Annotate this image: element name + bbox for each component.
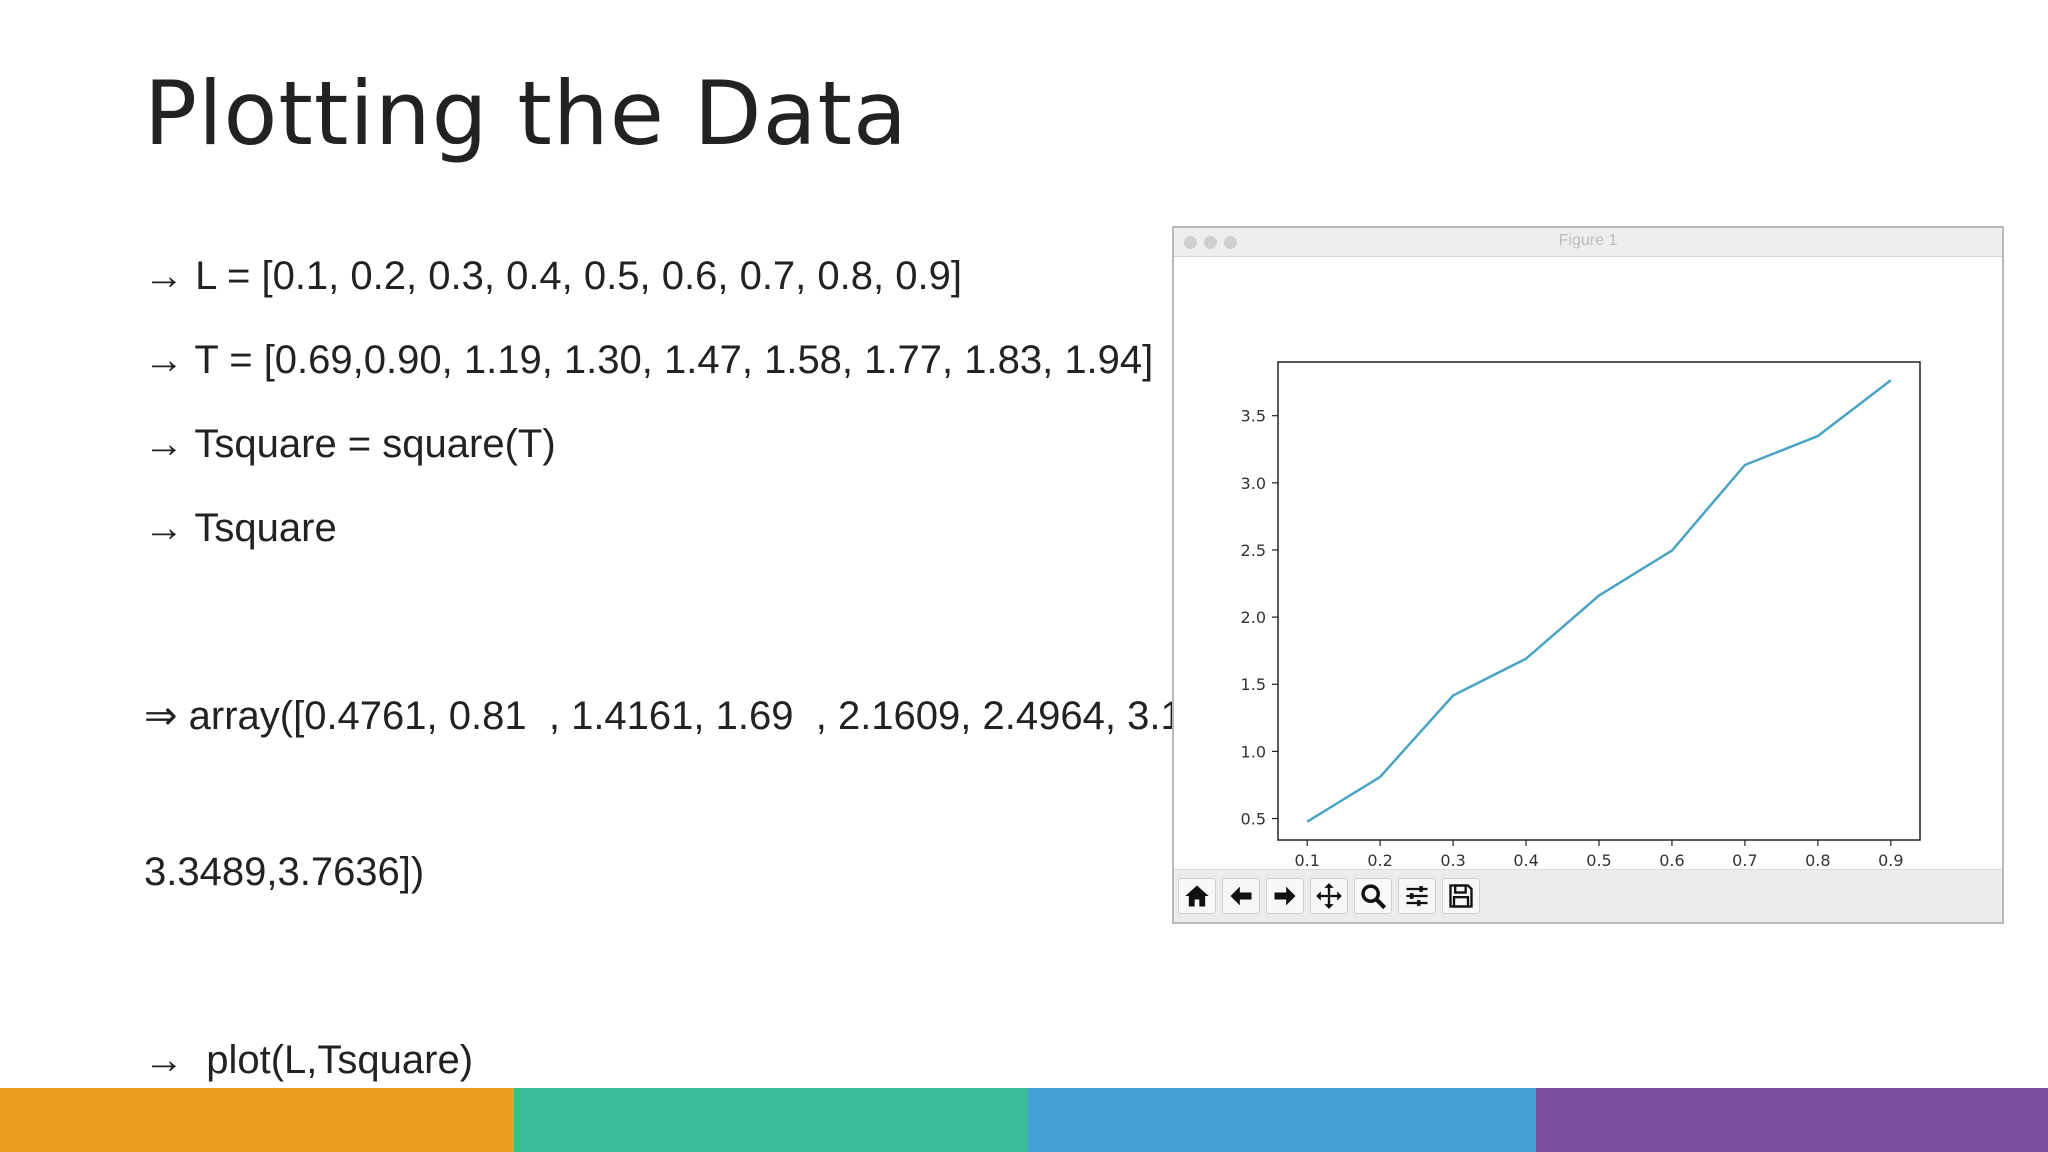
window-titlebar: Figure 1 (1174, 228, 2002, 257)
bullet-array-output: ⇒ array([0.4761, 0.81 , 1.4161, 1.69 , 2… (144, 586, 1174, 1002)
forward-button[interactable] (1266, 878, 1304, 914)
back-button[interactable] (1222, 878, 1260, 914)
y-tick-label: 3.5 (1241, 407, 1266, 426)
bullet-tsquare-assign: → Tsquare = square(T) (144, 422, 556, 466)
x-tick-label: 0.3 (1440, 851, 1465, 868)
x-tick-label: 0.4 (1513, 851, 1538, 868)
y-tick-label: 3.0 (1241, 474, 1266, 493)
x-tick-label: 0.7 (1732, 851, 1757, 868)
save-button[interactable] (1442, 878, 1480, 914)
figure-toolbar (1174, 869, 2002, 922)
plot-area-frame (1277, 361, 1921, 841)
zoom-icon (1361, 884, 1387, 910)
footer-bar-orange (0, 1088, 514, 1152)
series-line (1306, 379, 1892, 823)
y-tick-label: 2.5 (1241, 541, 1266, 560)
maximize-window-button[interactable] (1224, 236, 1237, 249)
configure-subplots-icon (1406, 886, 1428, 906)
y-tick-label: 1.0 (1241, 742, 1266, 761)
footer-bar-blue (1028, 1088, 1536, 1152)
pan-icon (1316, 883, 1342, 909)
x-tick-label: 0.6 (1659, 851, 1684, 868)
bullet-tsquare: → Tsquare (144, 506, 337, 550)
y-tick-label: 2.0 (1241, 608, 1266, 627)
bullet-plot-call: → plot(L,Tsquare) (144, 1038, 474, 1082)
configure-subplots-button[interactable] (1398, 878, 1436, 914)
array-output-line-2: 3.3489,3.7636]) (144, 850, 425, 894)
window-title: Figure 1 (1558, 232, 1618, 249)
x-tick-label: 0.2 (1367, 851, 1392, 868)
back-arrow-icon (1230, 886, 1252, 906)
array-output-line-1: ⇒ array([0.4761, 0.81 , 1.4161, 1.69 , 2… (144, 694, 1174, 738)
line-chart: 0.1 0.2 0.3 0.4 0.5 0.6 0.7 0.8 0.9 0.5 1.0 1.5 2.0 2… (1241, 361, 1921, 868)
x-tick-label: 0.9 (1878, 851, 1903, 868)
x-tick-label: 0.8 (1805, 851, 1830, 868)
footer-bar-teal (514, 1088, 1028, 1152)
home-icon (1185, 885, 1209, 907)
bullet-list: → L = [0.1, 0.2, 0.3, 0.4, 0.5, 0.6, 0.7… (144, 250, 1174, 1118)
x-tick-label: 0.5 (1586, 851, 1611, 868)
bullet-l-list: → L = [0.1, 0.2, 0.3, 0.4, 0.5, 0.6, 0.7… (144, 254, 962, 298)
pan-button[interactable] (1310, 878, 1348, 914)
x-tick-label: 0.1 (1294, 851, 1319, 868)
save-icon (1449, 884, 1473, 908)
close-window-button[interactable] (1184, 236, 1197, 249)
footer-bar-purple (1536, 1088, 2048, 1152)
zoom-button[interactable] (1354, 878, 1392, 914)
figure-window: Figure 1 0.1 0.2 0.3 0.4 0.5 0.6 0.7 0.8 0.9 0.5 1… (1172, 226, 2004, 924)
slide-title: Plotting the Data (144, 62, 908, 165)
forward-arrow-icon (1274, 886, 1296, 906)
bullet-t-list: → T = [0.69,0.90, 1.19, 1.30, 1.47, 1.58… (144, 338, 1154, 382)
home-button[interactable] (1178, 878, 1216, 914)
minimize-window-button[interactable] (1204, 236, 1217, 249)
y-tick-label: 1.5 (1241, 675, 1266, 694)
y-tick-label: 0.5 (1241, 810, 1266, 829)
